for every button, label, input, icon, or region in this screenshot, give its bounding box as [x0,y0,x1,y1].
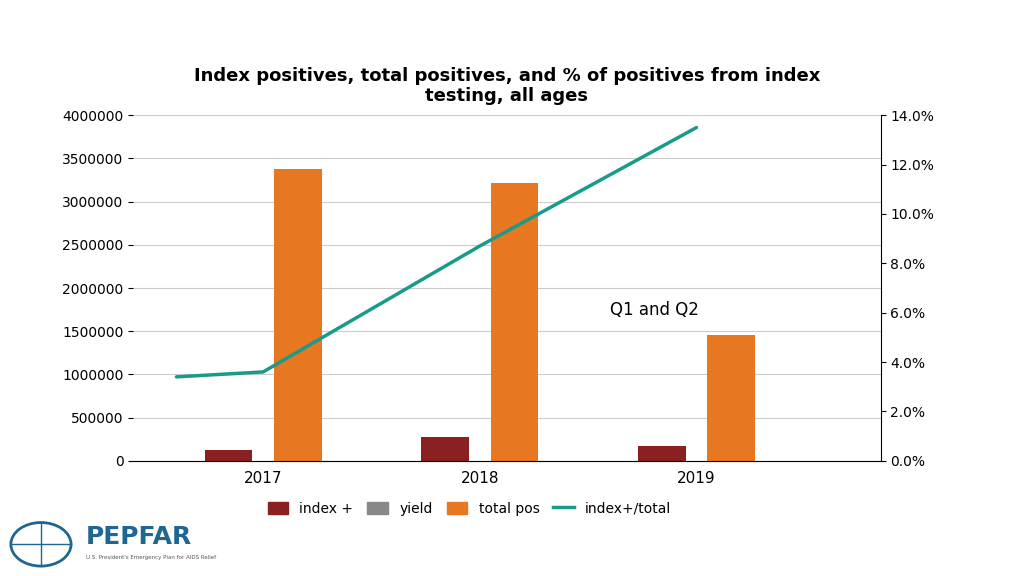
Text: PEPFAR: PEPFAR [86,525,193,548]
Bar [205,450,252,461]
Text: The proportion of PLHIV found through index testing is
increasing in PEPFAR and : The proportion of PLHIV found through in… [12,13,1013,77]
Text: U.S. President's Emergency Plan for AIDS Relief: U.S. President's Emergency Plan for AIDS… [86,555,216,560]
Bar [274,169,322,461]
Bar [490,183,539,461]
Legend: index +, yield, total pos, index+/total: index +, yield, total pos, index+/total [262,496,677,521]
Text: 16 YEARS OF SAVING LIVES THROUGH AMERICAN GENEROSITY AND PARTNERSHIPS: 16 YEARS OF SAVING LIVES THROUGH AMERICA… [290,538,939,552]
Title: Index positives, total positives, and % of positives from index
testing, all age: Index positives, total positives, and % … [194,66,820,105]
Bar [638,446,686,461]
Bar [708,335,755,461]
Bar [421,437,469,461]
Text: Q1 and Q2: Q1 and Q2 [610,301,698,319]
